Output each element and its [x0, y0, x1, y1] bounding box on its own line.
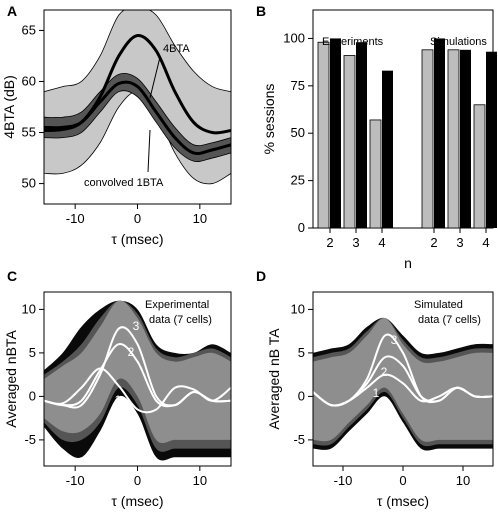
y-tick-label: 0: [298, 388, 305, 403]
plot-area: [44, 10, 231, 185]
x-tick-label: -10: [66, 211, 85, 226]
panel-d-label: D: [256, 268, 266, 284]
group-label: Simulations: [430, 36, 487, 48]
y-tick-label: 10: [291, 301, 305, 316]
y-axis-label: % sessions: [261, 84, 277, 155]
annotation-line-1: Experimental: [145, 299, 209, 311]
annotation-leader-4bta: [149, 56, 161, 99]
line-convolved-1bta: [44, 80, 231, 156]
y-tick-label: 50: [22, 176, 36, 191]
plot-area: [44, 300, 231, 461]
x-tick-label: 10: [456, 473, 470, 488]
bar-black: [486, 51, 497, 229]
bar-gray: [317, 41, 330, 229]
x-tick-label: -10: [66, 473, 85, 488]
annotation-leader-1bta: [147, 129, 151, 173]
y-tick-label: -5: [293, 432, 305, 447]
bar-gray: [447, 49, 460, 229]
bar-black: [330, 38, 341, 228]
x-tick-label: 0: [134, 473, 141, 488]
x-axis-label: τ (msec): [111, 231, 163, 247]
panel-b: 0 25 50 75 100 2 3 4 Experiments 2 3 4 Simulations n%…: [261, 9, 497, 271]
y-axis-label: Averaged nB TA: [266, 328, 282, 430]
x-tick-label: 3: [352, 235, 359, 250]
y-tick-label: 60: [22, 73, 36, 88]
bar-gray: [421, 49, 434, 229]
x-tick-label: 10: [193, 211, 207, 226]
x-tick-label: 10: [193, 473, 207, 488]
x-tick-label: 4: [482, 235, 489, 250]
bar-black: [460, 49, 471, 228]
y-axis-label: Averaged nBTA: [3, 330, 19, 428]
x-tick-label: 2: [430, 235, 437, 250]
y-tick-label: 55: [22, 125, 36, 140]
x-axis-label: n: [404, 255, 412, 271]
y-tick-label: 100: [283, 30, 305, 45]
bar-black: [382, 70, 393, 229]
x-axis-label: τ (msec): [377, 493, 429, 509]
bar-black: [434, 38, 445, 228]
annotation-4bta: 4BTA: [163, 43, 190, 55]
series-label: 2: [128, 345, 135, 359]
bar-black: [356, 42, 367, 228]
series-label: 3: [133, 319, 140, 333]
bar-gray: [473, 104, 486, 229]
y-tick-label: 10: [22, 301, 36, 316]
y-tick-label: 5: [298, 345, 305, 360]
y-tick-label: 5: [29, 345, 36, 360]
y-tick-label: 0: [29, 388, 36, 403]
y-axis-label: 4BTA (dB): [1, 75, 17, 139]
line-series-3: [44, 326, 231, 409]
annotation-line-1: Simulated: [414, 299, 463, 311]
annotation-line-2: data (7 cells): [149, 314, 212, 326]
annotation-line-2: data (7 cells): [418, 314, 481, 326]
line-series-3: [313, 333, 493, 407]
panel-a: -10 0 10 50 55 60 65 τ (msec) 4BTA (dB) 4BTA convo…: [1, 9, 232, 247]
panel-b-label: B: [256, 3, 266, 19]
x-tick-label: 4: [378, 235, 385, 250]
bar-gray: [369, 119, 382, 229]
y-tick-label: 50: [291, 125, 305, 140]
group-label: Experiments: [322, 36, 384, 48]
series-label: 1: [115, 393, 122, 407]
y-tick-label: 75: [291, 78, 305, 93]
x-tick-label: -10: [334, 473, 353, 488]
confidence-band: [44, 300, 231, 444]
series-label: 2: [381, 365, 388, 379]
x-tick-label: 3: [456, 235, 463, 250]
y-tick-label: 65: [22, 22, 36, 37]
panel-c-label: C: [7, 268, 17, 284]
x-axis-label: τ (msec): [111, 493, 163, 509]
x-tick-label: 0: [399, 473, 406, 488]
annotation-convolved-1bta: convolved 1BTA: [84, 177, 164, 189]
y-tick-label: 25: [291, 173, 305, 188]
bar-gray: [343, 55, 356, 229]
plot-area: [313, 317, 493, 451]
y-tick-label: 0: [298, 220, 305, 235]
x-tick-label: 0: [134, 211, 141, 226]
confidence-band: [313, 317, 493, 442]
panel-c: -10 0 10 -5 0 5 10 τ (msec) Averaged nBTA 1 2 3 Expe…: [3, 291, 232, 509]
x-tick-label: 2: [326, 235, 333, 250]
series-label: 3: [391, 333, 398, 347]
panel-a-label: A: [7, 3, 17, 19]
y-tick-label: -5: [24, 432, 36, 447]
series-label: 1: [373, 386, 380, 400]
panel-d: -10 0 10 -5 0 5 10 τ (msec) Averaged nB TA 12 3 Sim…: [266, 291, 494, 509]
